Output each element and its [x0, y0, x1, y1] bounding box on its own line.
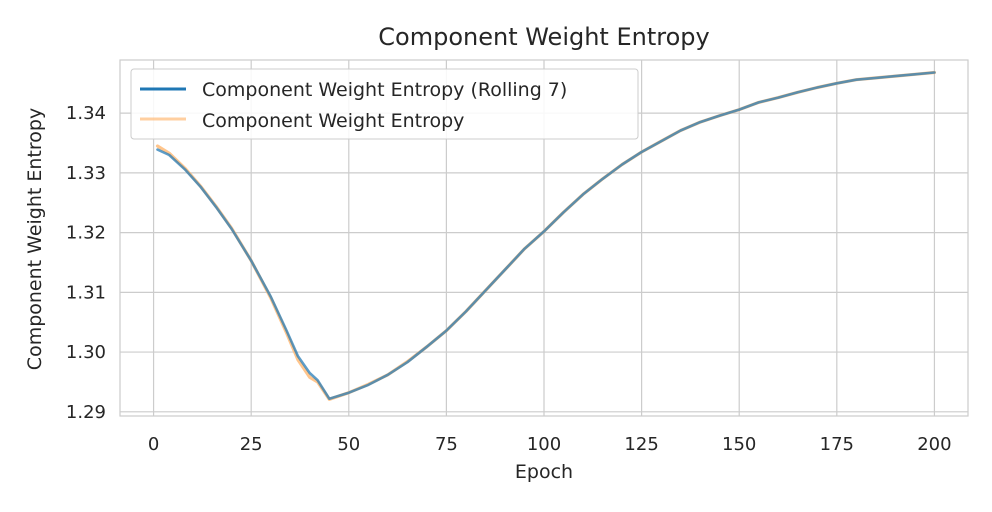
y-tick-label: 1.32 — [66, 223, 106, 244]
series-lines — [155, 70, 936, 401]
y-tick-label: 1.29 — [66, 402, 106, 423]
series-line-rolling — [156, 71, 936, 400]
x-tick-label: 175 — [820, 434, 854, 455]
x-tick-label: 0 — [148, 434, 159, 455]
chart-title: Component Weight Entropy — [378, 23, 709, 51]
x-tick-label: 75 — [435, 434, 458, 455]
y-tick-label: 1.30 — [66, 342, 106, 363]
x-tick-label: 150 — [722, 434, 756, 455]
plot-frame — [119, 59, 969, 417]
legend-label-rolling: Component Weight Entropy (Rolling 7) — [202, 79, 567, 101]
y-tick-label: 1.34 — [66, 103, 106, 124]
legend: Component Weight Entropy (Rolling 7) Com… — [130, 68, 639, 140]
legend-label-raw: Component Weight Entropy — [202, 110, 464, 132]
x-tick-label: 25 — [240, 434, 263, 455]
y-axis-label: Component Weight Entropy — [24, 108, 46, 370]
tick-labels: 0 25 50 75 100 125 150 175 200 1.29 1.30 1.31 1.32 1.… — [66, 103, 952, 455]
x-tick-label: 200 — [917, 434, 951, 455]
x-tick-label: 100 — [527, 434, 561, 455]
legend-box — [130, 68, 639, 140]
x-tick-label: 125 — [624, 434, 658, 455]
x-tick-label: 50 — [337, 434, 360, 455]
x-axis-label: Epoch — [515, 461, 573, 483]
y-tick-label: 1.33 — [66, 163, 106, 184]
y-tick-label: 1.31 — [66, 282, 106, 303]
